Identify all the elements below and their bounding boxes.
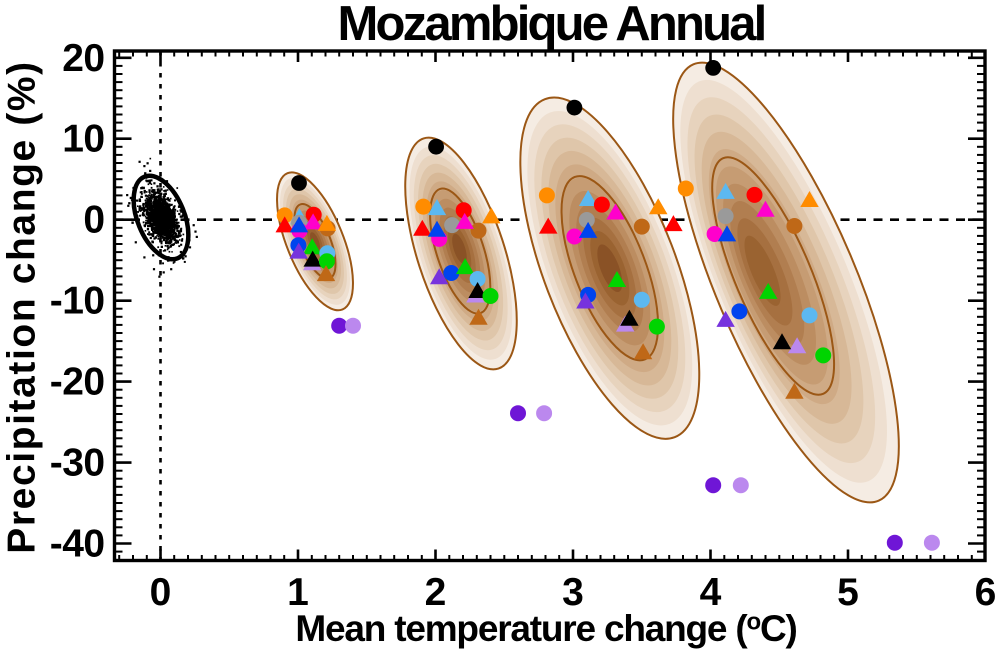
- svg-text:Mozambique Annual: Mozambique Annual: [338, 0, 765, 51]
- svg-text:10: 10: [62, 118, 104, 161]
- svg-text:3: 3: [562, 571, 584, 614]
- svg-text:20: 20: [62, 37, 104, 80]
- svg-text:Mean temperature change (oC): Mean temperature change (oC): [295, 608, 796, 649]
- svg-text:6: 6: [975, 571, 997, 614]
- svg-text:-20: -20: [50, 361, 105, 404]
- svg-text:-40: -40: [50, 523, 105, 566]
- svg-text:-30: -30: [50, 442, 105, 485]
- svg-text:0: 0: [150, 571, 172, 614]
- svg-text:0: 0: [83, 199, 104, 242]
- svg-text:1: 1: [287, 571, 309, 614]
- svg-text:4: 4: [700, 571, 722, 614]
- svg-text:5: 5: [837, 571, 859, 614]
- svg-text:Precipitation change (%): Precipitation change (%): [1, 60, 44, 553]
- svg-text:2: 2: [425, 571, 447, 614]
- svg-text:-10: -10: [50, 280, 105, 323]
